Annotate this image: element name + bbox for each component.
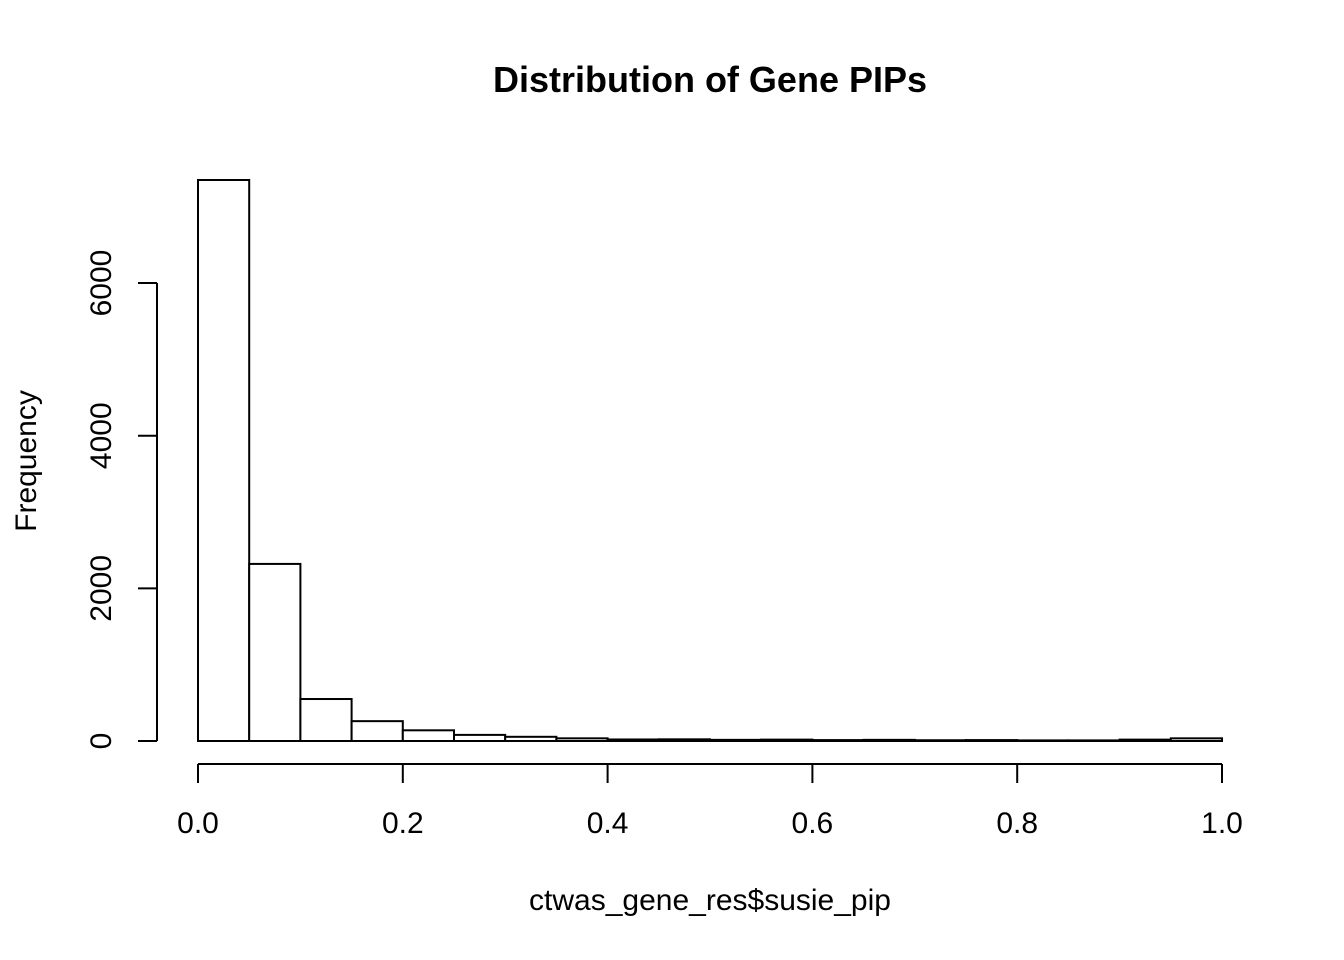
y-tick-label: 6000 [85,250,118,317]
histogram-bar [453,733,507,742]
histogram-bar [606,738,660,742]
x-tick-label: 0.6 [792,807,834,840]
histogram-bar [913,739,967,743]
x-tick-label: 0.8 [996,807,1038,840]
histogram-bar [299,698,353,742]
histogram-bar [197,179,251,742]
histogram-bar [965,739,1019,743]
histogram-bar [504,735,558,743]
y-axis: 0 2000 4000 6000 [85,250,158,750]
histogram-bar [401,729,455,742]
y-tick-label: 2000 [85,555,118,622]
histogram-bar [1067,739,1121,743]
y-tick-label: 4000 [85,402,118,469]
bars-group [197,179,1224,743]
histogram-bar [760,738,814,742]
y-axis-label: Frequency [10,390,43,532]
histogram-bar [1169,737,1224,742]
histogram-bar [555,737,609,742]
x-tick-label: 0.4 [587,807,629,840]
x-axis: 0.0 0.2 0.4 0.6 0.8 1.0 [177,763,1243,840]
x-tick-label: 1.0 [1201,807,1243,840]
histogram-bar [1118,738,1172,742]
y-tick-label: 0 [85,733,118,750]
histogram-bar [862,738,916,743]
x-tick-label: 0.0 [177,807,219,840]
x-axis-label: ctwas_gene_res$susie_pip [529,884,891,917]
histogram-bar [248,562,302,742]
histogram-bar [811,739,865,743]
chart-title: Distribution of Gene PIPs [493,59,927,100]
histogram-bar [350,720,404,742]
histogram-bar [657,738,711,742]
histogram-bar [709,738,763,743]
x-tick-label: 0.2 [382,807,424,840]
histogram-bar [1016,739,1070,743]
